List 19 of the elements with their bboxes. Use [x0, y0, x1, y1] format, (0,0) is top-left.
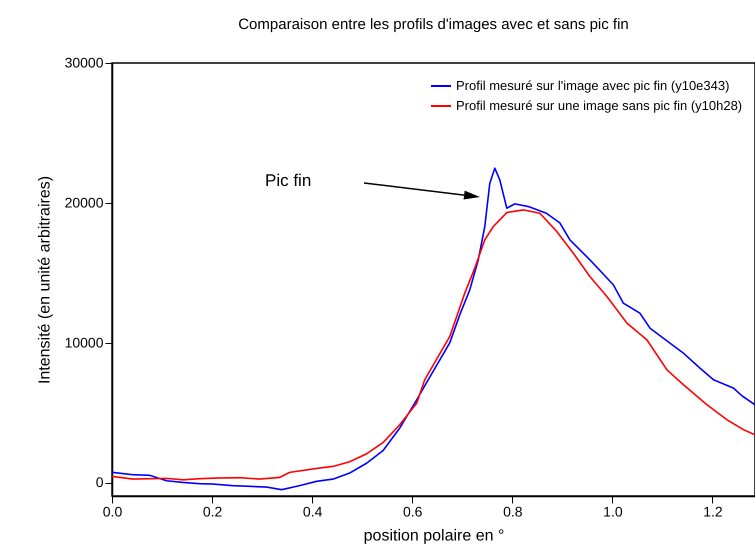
chart-title: Comparaison entre les profils d'images avec et sans pic fin: [238, 16, 629, 33]
line-series: [112, 167, 755, 491]
x-axis-title: position polaire en °: [364, 528, 504, 544]
legend-label: Profil mesuré sur l'image avec pic fin (y10e343): [456, 78, 730, 93]
y-tick-label: 30000: [64, 54, 104, 70]
annotation: Pic fin: [265, 171, 312, 190]
x-tick-label: 0.6: [403, 504, 423, 520]
y-axis-title: Intensité (en unité arbitraires): [36, 176, 54, 384]
x-tick-label: 0.4: [302, 504, 323, 520]
y-tick-label: 0: [96, 474, 104, 490]
y-tick-label: 20000: [64, 194, 104, 210]
x-tick-label: 0.8: [503, 504, 523, 520]
x-tick-label: 1.2: [703, 504, 723, 520]
x-tick-label: 0.0: [102, 504, 122, 520]
line-series: [112, 209, 755, 481]
x-tick-label: 0.2: [202, 504, 223, 520]
legend-label: Profil mesuré sur une image sans pic fin (y10h28): [456, 98, 742, 113]
y-tick-label: 10000: [64, 334, 104, 350]
x-tick-label: 1.0: [603, 504, 623, 520]
